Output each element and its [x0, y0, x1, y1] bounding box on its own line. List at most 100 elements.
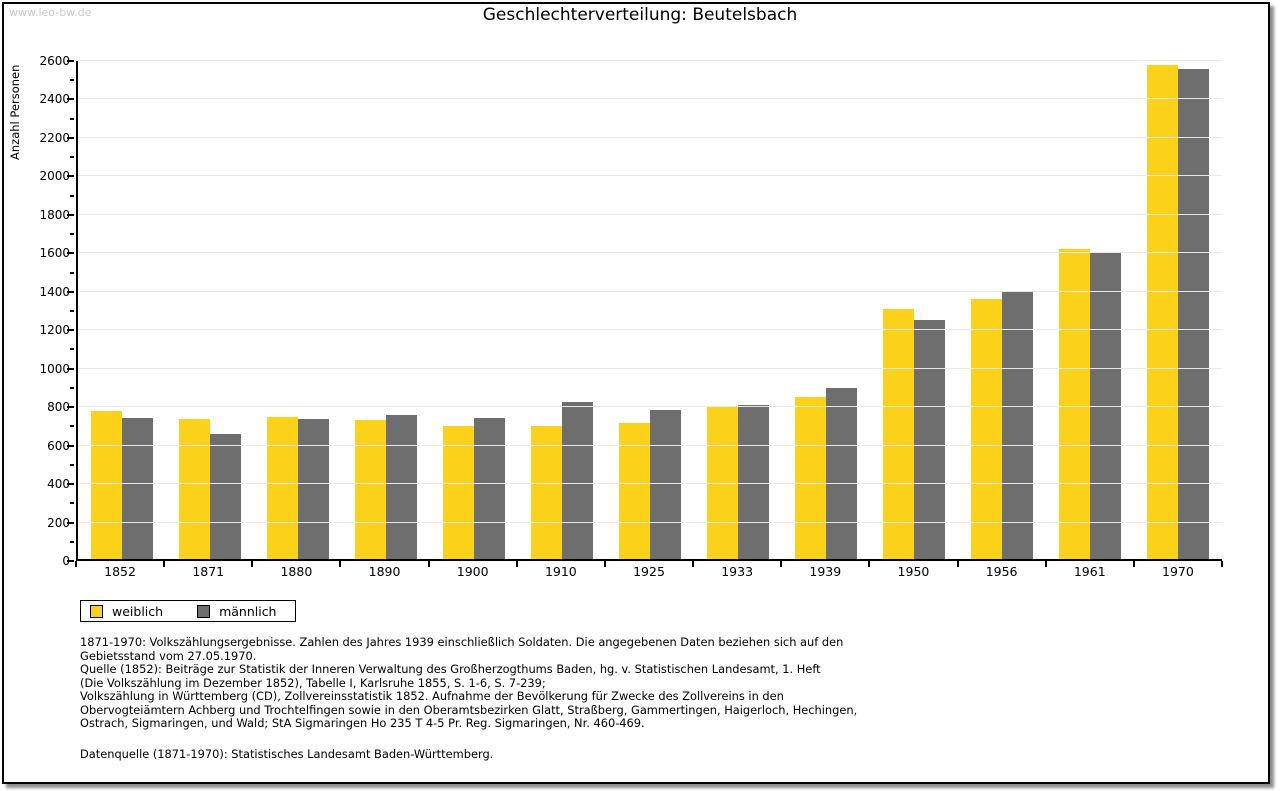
- bar-group: [870, 61, 958, 559]
- x-boundary-tick: [251, 561, 254, 567]
- bar-weiblich: [707, 405, 738, 559]
- gridline: [78, 252, 1222, 254]
- bar-weiblich: [619, 422, 650, 559]
- bar-group: [342, 61, 430, 559]
- legend-label: weiblich: [112, 603, 164, 619]
- gridline: [78, 290, 1222, 292]
- gridline: [78, 175, 1222, 177]
- bar-weiblich: [443, 425, 474, 559]
- maennlich-swatch-icon: [197, 604, 211, 618]
- weiblich-swatch-icon: [90, 604, 103, 618]
- x-axis-label: 1890: [368, 564, 401, 579]
- x-axis-label: 1939: [809, 564, 842, 579]
- y-minor-tick: [70, 233, 74, 236]
- footer-line: Volkszählung in Württemberg (CD), Zollve…: [80, 689, 784, 703]
- source-notes: 1871-1970: Volkszählungsergebnisse. Zahl…: [80, 635, 858, 731]
- bar-weiblich: [795, 396, 826, 559]
- y-major-tick: [67, 329, 74, 332]
- bar-weiblich: [883, 308, 914, 559]
- y-minor-tick: [70, 463, 74, 466]
- y-minor-tick: [70, 310, 74, 312]
- y-major-tick: [67, 444, 74, 447]
- bar-maennlich: [914, 319, 945, 559]
- footer-line: Quelle (1852): Beiträge zur Statistik de…: [80, 662, 821, 676]
- y-major-tick: [67, 521, 74, 524]
- y-minor-tick: [70, 502, 74, 505]
- legend-item-weiblich: weiblich: [90, 604, 163, 619]
- legend: weiblich männlich: [80, 600, 296, 622]
- bar-maennlich: [826, 388, 857, 559]
- x-axis-label: 1900: [456, 564, 489, 579]
- bar-group: [958, 61, 1046, 559]
- bar-weiblich: [531, 425, 562, 559]
- x-boundary-tick: [1132, 561, 1135, 567]
- bar-groups: [78, 61, 1222, 559]
- x-axis-label: 1852: [104, 564, 136, 579]
- y-tick-label: 2200: [39, 130, 70, 145]
- gridline: [78, 367, 1222, 369]
- x-boundary-tick: [1044, 561, 1047, 567]
- y-minor-tick: [70, 156, 74, 159]
- y-tick-label: 1400: [39, 284, 70, 299]
- bar-maennlich: [650, 409, 681, 559]
- bar-maennlich: [122, 418, 153, 559]
- y-minor-tick: [70, 425, 74, 428]
- bar-maennlich: [562, 402, 593, 559]
- y-minor-tick: [70, 79, 74, 82]
- y-major-tick: [67, 252, 74, 255]
- bar-weiblich: [971, 298, 1002, 559]
- x-boundary-tick: [603, 561, 606, 567]
- bar-maennlich: [386, 414, 417, 559]
- y-major-tick: [67, 367, 74, 370]
- bar-group: [782, 61, 870, 559]
- x-axis-label: 1956: [985, 564, 1018, 579]
- footer-line: Ostrach, Sigmaringen, und Wald; StA Sigm…: [80, 716, 645, 730]
- gridline: [78, 521, 1222, 523]
- gridline: [78, 483, 1222, 485]
- gridline: [78, 98, 1222, 100]
- y-major-tick: [67, 136, 74, 139]
- y-major-tick: [67, 98, 74, 101]
- y-tick-label: 2000: [39, 169, 70, 184]
- gridline: [78, 60, 1222, 61]
- bar-group: [166, 61, 254, 559]
- bar-group: [1134, 61, 1222, 559]
- bar-weiblich: [1059, 248, 1090, 559]
- x-boundary-tick: [868, 561, 871, 567]
- x-axis-label: 1871: [192, 564, 225, 579]
- bar-group: [430, 61, 518, 559]
- y-minor-tick: [70, 271, 74, 274]
- bar-weiblich: [179, 419, 210, 559]
- gridline: [78, 406, 1222, 408]
- bar-maennlich: [1090, 253, 1121, 559]
- bar-weiblich: [267, 417, 298, 559]
- y-major-tick: [67, 175, 74, 178]
- y-tick-label: 200: [47, 515, 70, 530]
- y-tick-label: 2400: [39, 92, 70, 107]
- y-tick-label: 1000: [39, 361, 70, 376]
- bar-weiblich: [91, 410, 122, 559]
- y-axis-title: Anzahl Personen: [8, 64, 22, 160]
- y-major-tick: [67, 290, 74, 293]
- x-axis-label: 1880: [280, 564, 313, 579]
- bar-maennlich: [1002, 291, 1033, 559]
- x-axis-label: 1950: [897, 564, 930, 579]
- page-frame: [2, 2, 1270, 784]
- footer-line: 1871-1970: Volkszählungsergebnisse. Zahl…: [80, 635, 844, 649]
- x-axis-label: 1933: [721, 564, 754, 579]
- y-tick-label: 1200: [39, 323, 70, 338]
- bar-maennlich: [1178, 69, 1209, 559]
- watermark: www.leo-bw.de: [9, 6, 92, 19]
- x-boundary-tick: [692, 561, 695, 567]
- y-tick-label: 1600: [39, 246, 70, 261]
- y-major-tick: [67, 483, 74, 486]
- y-tick-label: 800: [47, 400, 70, 415]
- footer-line: Gebietsstand vom 27.05.1970.: [80, 648, 257, 663]
- bar-weiblich: [355, 420, 386, 559]
- y-major-tick: [67, 560, 74, 562]
- bar-weiblich: [1147, 64, 1178, 559]
- y-major-tick: [67, 406, 74, 409]
- footer-line: Obervogteiämtern Achberg und Trochtelfin…: [80, 702, 858, 717]
- bar-maennlich: [738, 405, 769, 559]
- y-tick-label: 400: [47, 477, 70, 492]
